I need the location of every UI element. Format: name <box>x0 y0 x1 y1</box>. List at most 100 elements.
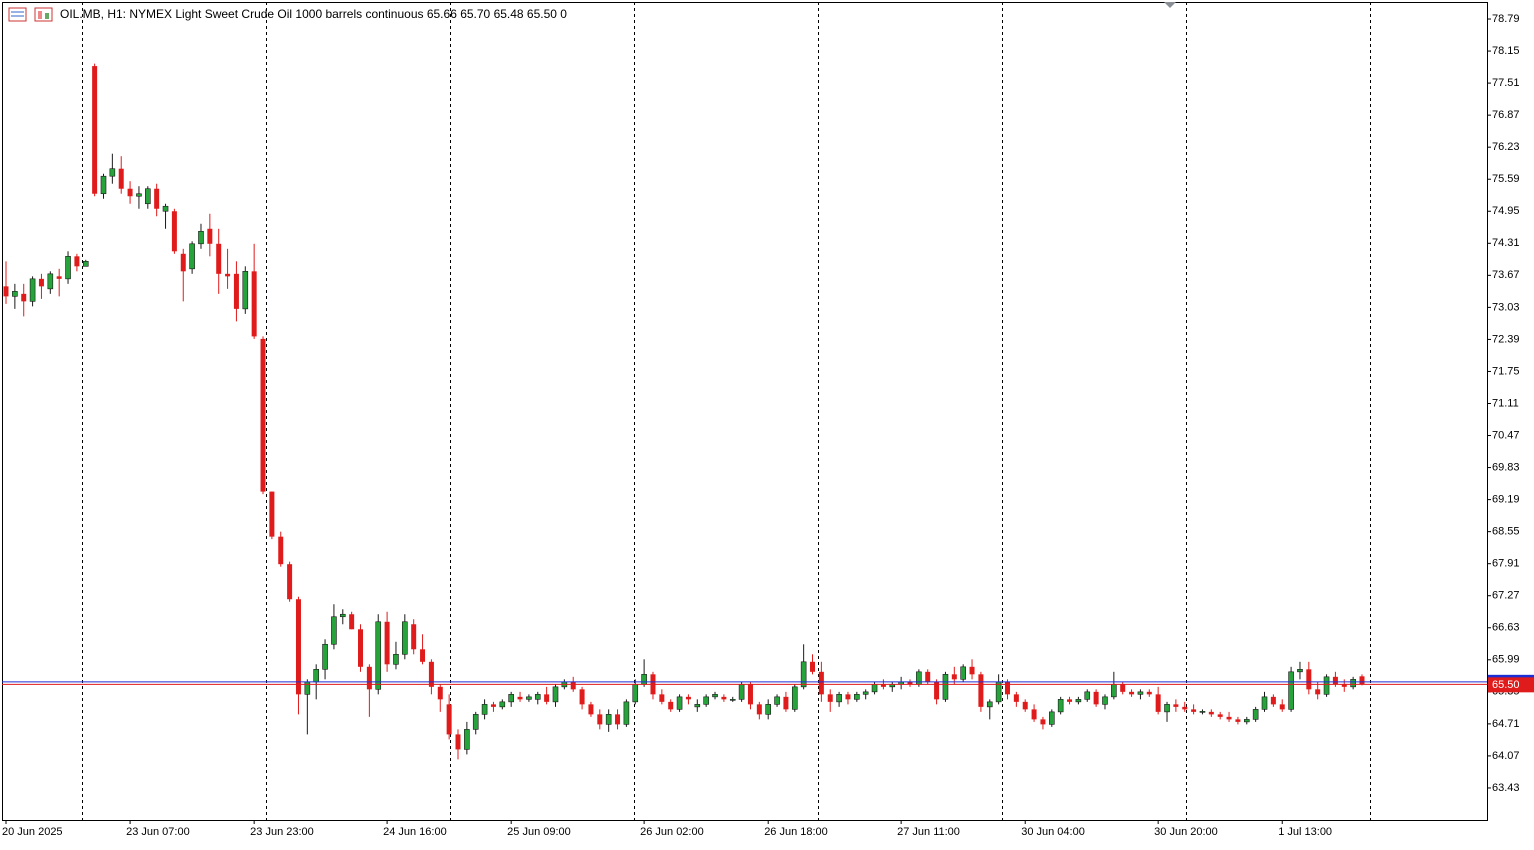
x-tick-label: 20 Jun 2025 <box>2 826 63 838</box>
candle-body <box>934 681 940 700</box>
candle-body <box>676 696 683 710</box>
candle-body <box>375 621 382 690</box>
y-tick-label: 78.79 <box>1492 13 1520 25</box>
candle-body <box>251 271 257 337</box>
icon-bar <box>45 13 49 19</box>
candle-body <box>810 661 816 672</box>
candle-body <box>579 689 585 705</box>
candle-body <box>82 261 89 267</box>
candle-body <box>1279 704 1285 710</box>
candle-body <box>526 696 532 700</box>
candle-body <box>358 629 364 667</box>
candle-body <box>694 704 701 708</box>
candle-body <box>189 243 195 270</box>
candle-body <box>641 674 647 685</box>
candle-body <box>659 694 665 702</box>
candle-body <box>1332 676 1338 685</box>
candle-body <box>12 291 18 297</box>
candle-body <box>1261 696 1268 710</box>
candle-body <box>446 704 452 735</box>
candle-body <box>995 681 1002 703</box>
candle-body <box>800 661 807 688</box>
candle-body <box>411 624 417 650</box>
candle-body <box>402 621 408 655</box>
candle-body <box>703 696 709 705</box>
candle-body <box>420 649 426 662</box>
candle-body <box>65 256 71 280</box>
candle-body <box>455 734 461 750</box>
candle-body <box>428 661 434 687</box>
candle-body <box>322 643 328 670</box>
x-tick-label: 26 Jun 18:00 <box>764 826 828 838</box>
candle-body <box>136 193 142 197</box>
candle-body <box>1067 699 1073 702</box>
candle-body <box>597 714 603 725</box>
candle-body <box>1243 719 1250 723</box>
shift-marker <box>1164 2 1176 8</box>
candle-body <box>3 286 9 297</box>
candle-body <box>721 696 727 700</box>
y-tick-label: 77.51 <box>1492 77 1520 89</box>
candle-body <box>1297 669 1303 673</box>
candle-body <box>738 684 745 700</box>
y-tick-label: 65.99 <box>1492 654 1520 666</box>
y-tick-label: 78.15 <box>1492 45 1520 57</box>
candle-body <box>774 696 780 705</box>
bid-label: 65.50 <box>1492 679 1520 691</box>
candle-body <box>1208 711 1214 715</box>
candle-body <box>517 696 523 700</box>
candle-body <box>481 704 488 715</box>
y-tick-label: 71.11 <box>1492 397 1519 409</box>
candle-body <box>623 701 630 725</box>
candle-body <box>1359 676 1365 685</box>
candle-body <box>729 699 736 701</box>
candle-body <box>127 188 133 197</box>
candle-body <box>171 211 177 252</box>
x-tick-label: 30 Jun 04:00 <box>1021 826 1085 838</box>
candle-body <box>1217 714 1223 717</box>
candle-body <box>304 681 311 695</box>
candle-body <box>1102 696 1108 705</box>
candle-body <box>862 691 869 695</box>
candle-body <box>685 696 691 700</box>
candle-body <box>313 669 319 683</box>
candle-body <box>925 671 931 682</box>
candle-body <box>570 681 576 690</box>
candle-body <box>1306 669 1312 690</box>
candle-body <box>331 616 337 645</box>
candle-body <box>21 293 27 302</box>
candle-body <box>233 273 239 309</box>
candle-body <box>216 243 222 274</box>
candle-body <box>1191 709 1197 712</box>
candle-body <box>109 168 116 177</box>
icon <box>8 7 27 22</box>
x-tick-label: 1 Jul 13:00 <box>1278 826 1332 838</box>
candle-body <box>1022 701 1028 710</box>
y-tick-label: 64.07 <box>1492 750 1520 762</box>
candle-body <box>29 278 36 302</box>
candle-body <box>1093 691 1099 705</box>
candle-body <box>916 671 922 685</box>
y-tick-label: 73.67 <box>1492 269 1520 281</box>
candle-body <box>747 684 753 705</box>
candle-body <box>1199 711 1206 713</box>
candle-body <box>1164 704 1170 713</box>
candle-body <box>1341 684 1347 687</box>
icon-bar <box>38 11 42 19</box>
candle-body <box>544 694 550 702</box>
y-tick-label: 69.19 <box>1492 494 1520 506</box>
candle-body <box>118 168 124 189</box>
candle-body <box>154 188 160 209</box>
candle-body <box>986 701 993 708</box>
x-tick-label: 23 Jun 23:00 <box>250 826 314 838</box>
candle-body <box>1040 719 1046 725</box>
candle-body <box>854 694 860 700</box>
candle-body <box>1235 719 1241 722</box>
candle-body <box>765 704 771 715</box>
y-tick-label: 76.23 <box>1492 141 1520 153</box>
candle-body <box>499 701 506 708</box>
candle-body <box>1155 694 1161 712</box>
y-tick-label: 66.63 <box>1492 622 1520 634</box>
y-tick-label: 67.91 <box>1492 558 1520 570</box>
